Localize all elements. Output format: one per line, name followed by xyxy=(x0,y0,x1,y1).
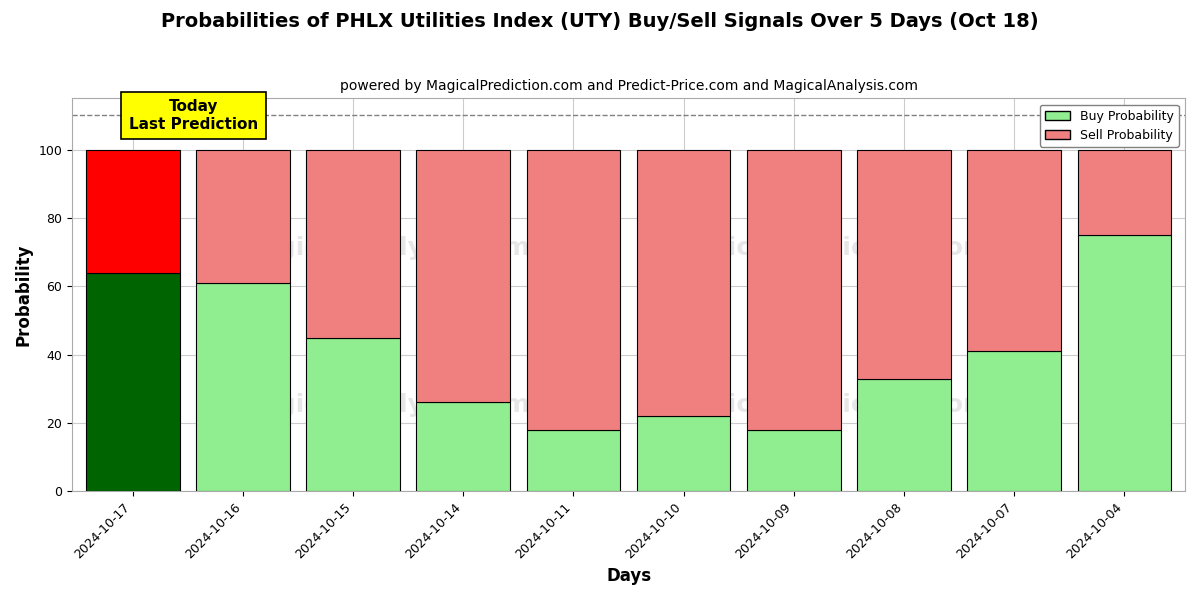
Bar xyxy=(857,379,950,491)
Bar xyxy=(306,149,400,338)
Text: MagicalPrediction.com: MagicalPrediction.com xyxy=(668,236,990,260)
Bar xyxy=(416,149,510,403)
Bar xyxy=(86,272,180,491)
Bar xyxy=(1078,235,1171,491)
Bar xyxy=(637,149,731,416)
Text: Probabilities of PHLX Utilities Index (UTY) Buy/Sell Signals Over 5 Days (Oct 18: Probabilities of PHLX Utilities Index (U… xyxy=(161,12,1039,31)
Bar xyxy=(527,430,620,491)
Bar xyxy=(748,149,841,430)
Bar xyxy=(857,149,950,379)
Bar xyxy=(196,283,289,491)
Title: powered by MagicalPrediction.com and Predict-Price.com and MagicalAnalysis.com: powered by MagicalPrediction.com and Pre… xyxy=(340,79,918,93)
Y-axis label: Probability: Probability xyxy=(16,244,34,346)
Bar xyxy=(196,149,289,283)
Bar xyxy=(86,149,180,272)
Text: MagicalAnalysis.com: MagicalAnalysis.com xyxy=(236,236,530,260)
Bar xyxy=(416,403,510,491)
Text: Today
Last Prediction: Today Last Prediction xyxy=(128,99,258,131)
X-axis label: Days: Days xyxy=(606,567,652,585)
Bar xyxy=(748,430,841,491)
Bar xyxy=(527,149,620,430)
Text: MagicalAnalysis.com: MagicalAnalysis.com xyxy=(236,393,530,417)
Legend: Buy Probability, Sell Probability: Buy Probability, Sell Probability xyxy=(1040,104,1178,147)
Bar xyxy=(967,149,1061,351)
Bar xyxy=(1078,149,1171,235)
Bar xyxy=(637,416,731,491)
Bar xyxy=(967,351,1061,491)
Bar xyxy=(306,338,400,491)
Text: MagicalPrediction.com: MagicalPrediction.com xyxy=(668,393,990,417)
